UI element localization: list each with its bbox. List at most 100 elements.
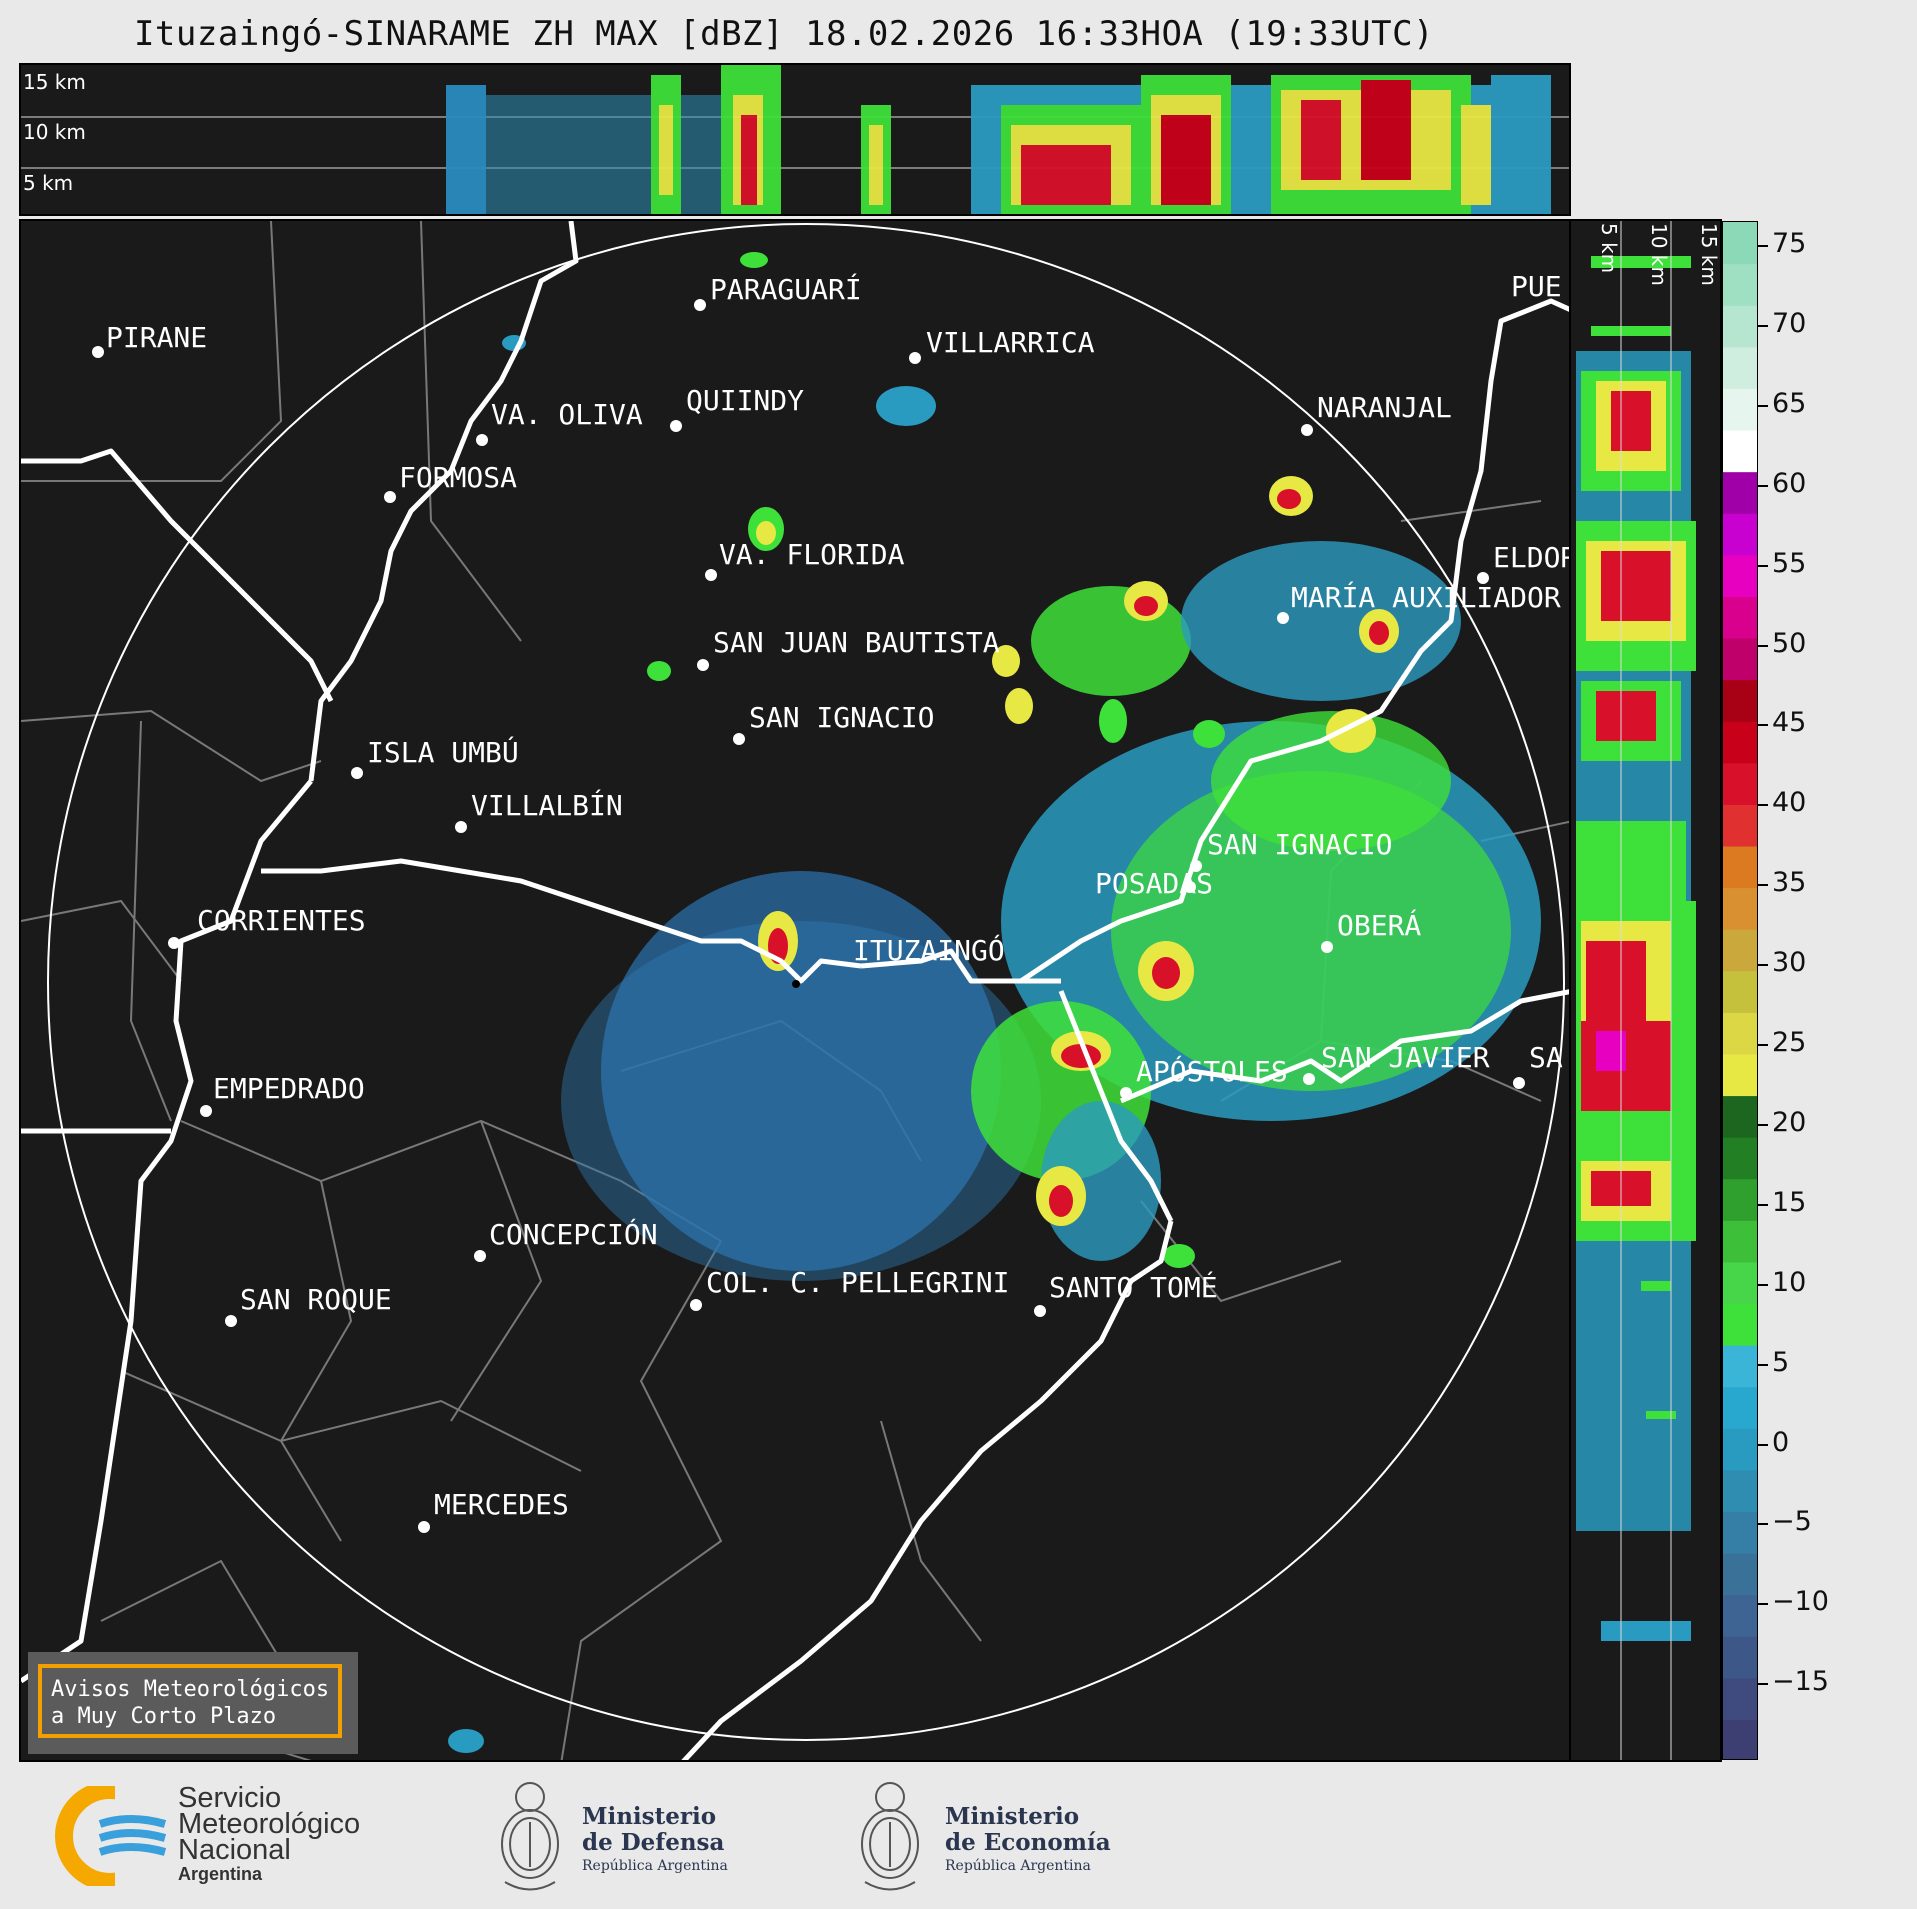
city-label-formosa: FORMOSA xyxy=(399,461,518,494)
city-dot xyxy=(1477,572,1489,584)
defensa-line-1: Ministerio xyxy=(582,1803,717,1830)
city-dot xyxy=(697,659,709,671)
city-label-santo-tome: SANTO TOMÉ xyxy=(1049,1271,1218,1304)
smn-line-3: Nacional xyxy=(178,1834,291,1866)
colorbar-tick-mark xyxy=(1758,1044,1768,1046)
colorbar-tick-mark xyxy=(1758,1443,1768,1446)
colorbar-tick-label: 25 xyxy=(1772,1027,1807,1058)
top-strip-echoes xyxy=(21,65,1569,214)
colorbar-segment xyxy=(1723,1012,1757,1055)
city-label-corrientes: CORRIENTES xyxy=(197,904,366,937)
colorbar-tick-label: −15 xyxy=(1772,1666,1829,1698)
colorbar-segment xyxy=(1723,471,1757,514)
colorbar-tick-mark xyxy=(1758,1203,1768,1206)
colorbar-tick-mark xyxy=(1758,245,1768,247)
city-label-san-ignacio-ar: SAN IGNACIO xyxy=(1207,828,1393,861)
colorbar-tick-mark xyxy=(1758,1523,1768,1526)
colorbar-segment xyxy=(1723,1261,1757,1305)
colorbar-segment xyxy=(1723,1386,1757,1429)
colorbar-segment xyxy=(1723,305,1757,348)
warning-box-frame[interactable] xyxy=(38,1664,342,1738)
colorbar-segment xyxy=(1723,1345,1757,1388)
colorbar-tick-label: 70 xyxy=(1772,307,1807,339)
top-strip-label-5km: 5 km xyxy=(23,171,74,195)
colorbar-tick-label: 10 xyxy=(1772,1266,1807,1298)
city-label-paraguari: PARAGUARÍ xyxy=(710,273,862,306)
warning-box-text[interactable]: Avisos Meteorológicos a Muy Corto Plazo xyxy=(51,1676,329,1730)
top-strip-label-10km: 10 km xyxy=(23,120,86,144)
city-dot xyxy=(418,1521,430,1533)
colorbar-tick-label: 20 xyxy=(1772,1106,1807,1138)
city-dot xyxy=(1303,1073,1315,1085)
colorbar-tick-mark xyxy=(1758,804,1768,807)
smn-line-4: Argentina xyxy=(178,1864,263,1884)
colorbar-segment xyxy=(1723,929,1757,972)
colorbar-tick-mark xyxy=(1758,1283,1768,1286)
city-label-san-roque: SAN ROQUE xyxy=(240,1283,392,1316)
colorbar-tick-mark xyxy=(1758,484,1768,487)
colorbar-segment xyxy=(1723,1719,1757,1759)
colorbar-tick-label: −5 xyxy=(1772,1506,1812,1538)
colorbar-tick-mark xyxy=(1758,564,1768,567)
colorbar-tick-label: 65 xyxy=(1772,387,1807,419)
warning-line-1: Avisos Meteorológicos xyxy=(51,1677,330,1702)
city-label-isla-umbu: ISLA UMBÚ xyxy=(367,736,519,769)
city-dot xyxy=(351,767,363,779)
colorbar-segment xyxy=(1723,1137,1757,1180)
city-dot xyxy=(1190,860,1202,872)
colorbar-segment xyxy=(1723,1677,1757,1721)
smn-line-1: Servicio xyxy=(178,1782,282,1814)
colorbar-segment xyxy=(1723,388,1757,431)
city-dot xyxy=(1321,941,1333,953)
city-label-villalbin: VILLALBÍN xyxy=(471,789,623,822)
side-height-strip: 5 km 10 km 15 km xyxy=(1569,219,1722,1762)
colorbar-segment xyxy=(1723,1511,1757,1554)
colorbar-segment xyxy=(1723,346,1757,389)
colorbar-segment xyxy=(1723,1178,1757,1221)
colorbar-tick-mark xyxy=(1758,404,1768,407)
city-dot xyxy=(168,937,180,949)
city-dot xyxy=(225,1315,237,1327)
city-label-villarrica: VILLARRICA xyxy=(926,326,1095,359)
city-dot xyxy=(474,1250,486,1262)
colorbar-tick-mark xyxy=(1758,1363,1768,1366)
city-label-pirane: PIRANE xyxy=(106,321,208,354)
economia-line-2: de Economía xyxy=(945,1829,1111,1856)
colorbar-segment xyxy=(1723,970,1757,1013)
top-height-strip: 15 km 10 km 5 km xyxy=(19,63,1571,216)
colorbar-tick-label: 40 xyxy=(1772,787,1807,819)
colorbar-segment xyxy=(1723,1428,1757,1471)
colorbar-segment xyxy=(1723,721,1757,764)
defensa-line-3: República Argentina xyxy=(582,1858,728,1874)
colorbar-segment xyxy=(1723,1095,1757,1138)
colorbar-segment xyxy=(1723,513,1757,556)
colorbar-tick-mark xyxy=(1758,964,1768,967)
colorbar-segment xyxy=(1723,845,1757,889)
colorbar-segment xyxy=(1723,804,1757,847)
radar-map: PIRANE PARAGUARÍ VILLARRICA QUIINDY VA. … xyxy=(19,219,1571,1762)
city-dot xyxy=(476,434,488,446)
city-dot xyxy=(733,733,745,745)
colorbar-segment xyxy=(1723,762,1757,805)
city-dot xyxy=(909,352,921,364)
chart-title: Ituzaingó-SINARAME ZH MAX [dBZ] 18.02.20… xyxy=(133,14,1435,54)
smn-logo-icon xyxy=(55,1786,175,1886)
city-dot xyxy=(694,299,706,311)
colorbar-tick-label: 0 xyxy=(1772,1426,1790,1458)
colorbar-segment xyxy=(1723,1053,1757,1097)
colorbar-segment xyxy=(1723,679,1757,722)
city-dot xyxy=(1184,881,1196,893)
city-label-va-florida: VA. FLORIDA xyxy=(719,538,905,571)
colorbar-segment xyxy=(1723,1220,1757,1263)
city-dot xyxy=(705,569,717,581)
city-label-apostoles: APÓSTOLES xyxy=(1136,1055,1288,1088)
side-strip-echoes xyxy=(1576,221,1696,1760)
colorbar-tick-label: 75 xyxy=(1772,228,1807,259)
city-label-concepcion: CONCEPCIÓN xyxy=(489,1218,658,1251)
side-strip-label-5km: 5 km xyxy=(1597,223,1621,274)
colorbar-segment xyxy=(1723,263,1757,306)
city-label-san-edge: SA xyxy=(1529,1041,1563,1074)
side-strip-label-10km: 10 km xyxy=(1647,223,1671,286)
city-dot xyxy=(1301,424,1313,436)
economia-line-3: República Argentina xyxy=(945,1858,1091,1874)
